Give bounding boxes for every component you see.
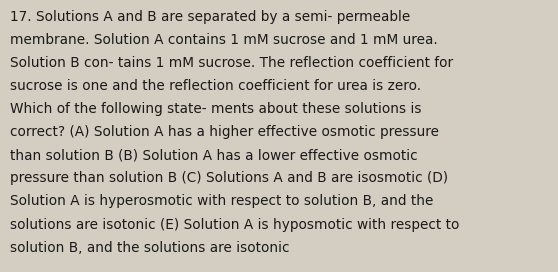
Text: 17. Solutions A and B are separated by a semi- permeable: 17. Solutions A and B are separated by a… <box>10 10 410 23</box>
Text: membrane. Solution A contains 1 mM sucrose and 1 mM urea.: membrane. Solution A contains 1 mM sucro… <box>10 33 438 47</box>
Text: than solution B (B) Solution A has a lower effective osmotic: than solution B (B) Solution A has a low… <box>10 148 418 162</box>
Text: sucrose is one and the reflection coefficient for urea is zero.: sucrose is one and the reflection coeffi… <box>10 79 421 93</box>
Text: Solution A is hyperosmotic with respect to solution B, and the: Solution A is hyperosmotic with respect … <box>10 194 434 208</box>
Text: Which of the following state- ments about these solutions is: Which of the following state- ments abou… <box>10 102 421 116</box>
Text: solutions are isotonic (E) Solution A is hyposmotic with respect to: solutions are isotonic (E) Solution A is… <box>10 218 459 231</box>
Text: correct? (A) Solution A has a higher effective osmotic pressure: correct? (A) Solution A has a higher eff… <box>10 125 439 139</box>
Text: Solution B con- tains 1 mM sucrose. The reflection coefficient for: Solution B con- tains 1 mM sucrose. The … <box>10 56 453 70</box>
Text: solution B, and the solutions are isotonic: solution B, and the solutions are isoton… <box>10 241 290 255</box>
Text: pressure than solution B (C) Solutions A and B are isosmotic (D): pressure than solution B (C) Solutions A… <box>10 171 448 185</box>
